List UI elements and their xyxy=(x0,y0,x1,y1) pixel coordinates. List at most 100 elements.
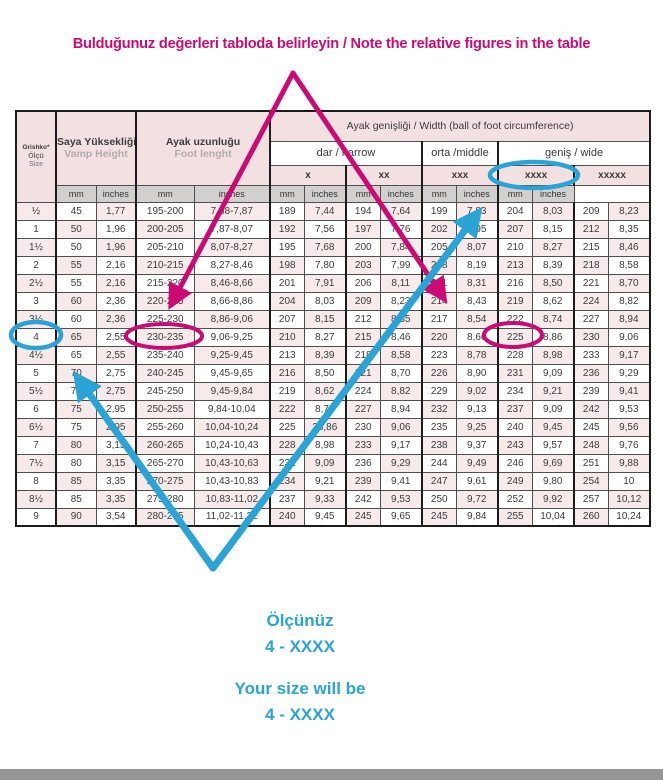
value-cell: 9,02 xyxy=(455,381,499,401)
value-cell: 7,95 xyxy=(455,219,499,239)
value-cell: 210-215 xyxy=(135,255,195,275)
brand-label: Grishko* xyxy=(22,144,50,151)
value-cell: 9,61 xyxy=(455,471,499,491)
value-cell: 11,02-11,22 xyxy=(193,507,271,527)
header-row-units: mm inches mm inches mm inches mm inches … xyxy=(16,184,650,203)
value-cell: 255-260 xyxy=(135,417,195,437)
value-cell: 9,17 xyxy=(379,435,423,455)
value-cell: 228 xyxy=(269,435,305,455)
table-row: 8½ 85 3,35 275-280 10,83-11,02 237 9,33 242 9,53… xyxy=(15,489,651,509)
value-cell: 10,12 xyxy=(607,489,651,509)
value-cell: 252 xyxy=(497,489,533,509)
value-cell: 1,77 xyxy=(95,201,137,221)
table-row: 8 85 3,35 270-275 10,43-10,83 234 9,21 239 9,41 2… xyxy=(15,471,651,491)
value-cell: 8,39 xyxy=(303,345,347,365)
value-cell: 235-240 xyxy=(135,345,195,365)
value-cell: 209 xyxy=(573,201,609,221)
unit-inches: inches xyxy=(455,184,499,203)
value-cell: 224 xyxy=(573,291,609,311)
bottom-gray-bar xyxy=(0,769,663,780)
group-wide: geniş / wide xyxy=(497,140,651,166)
width-header: Ayak genişliği / Width (ball of foot cir… xyxy=(269,110,651,142)
value-cell: 8,86 xyxy=(531,327,575,347)
result-label-en: Your size will be xyxy=(234,679,366,698)
unit-mm: mm xyxy=(345,184,381,203)
value-cell: 250 xyxy=(421,489,457,509)
value-cell: 206 xyxy=(345,273,381,293)
value-cell: 270-275 xyxy=(135,471,195,491)
value-cell: 223 xyxy=(421,345,457,365)
value-cell: 8,07-8,27 xyxy=(193,237,271,257)
value-cell: 237 xyxy=(269,489,305,509)
value-cell: 225 xyxy=(497,327,533,347)
value-cell: 280-285 xyxy=(135,507,195,527)
value-cell: 211 xyxy=(421,273,457,293)
fit-xxx: xxx xyxy=(421,164,499,186)
value-cell: 192 xyxy=(269,219,305,239)
value-cell: 240 xyxy=(269,507,305,527)
value-cell: 226 xyxy=(421,363,457,383)
value-cell: 220 xyxy=(421,327,457,347)
value-cell: 221 xyxy=(345,363,381,383)
value-cell: 50 xyxy=(55,237,97,257)
value-cell: 8,03 xyxy=(303,291,347,311)
value-cell: 9,33 xyxy=(303,489,347,509)
value-cell: 55 xyxy=(55,273,97,293)
value-cell: 8,66 xyxy=(455,327,499,347)
value-cell: 220-225 xyxy=(135,291,195,311)
value-cell: 9,45 xyxy=(303,507,347,527)
value-cell: 240 xyxy=(497,417,533,437)
value-cell: 225 xyxy=(269,417,305,437)
vamp-height-header: Saya Yüksekliği Vamp Height xyxy=(54,110,137,186)
value-cell: 260-265 xyxy=(135,435,195,455)
value-cell: 3,15 xyxy=(95,435,137,455)
value-cell: 228 xyxy=(497,345,533,365)
value-cell: 230 xyxy=(573,327,609,347)
value-cell: 197 xyxy=(345,219,381,239)
unit-mm: mm xyxy=(55,184,97,203)
value-cell: 215 xyxy=(345,327,381,347)
table-row: 6½ 75 2,95 255-260 10,04-10,24 225 28,86 230 9,0… xyxy=(15,417,651,437)
table-row: 7 80 3,15 260-265 10,24-10,43 228 8,98 233 9,17 2… xyxy=(15,435,651,455)
result-footer: Ölçünüz 4 - XXXX Your size will be 4 - X… xyxy=(0,608,600,728)
table-row: 2½ 55 2,16 215-220 8,46-8,66 201 7,91 206 8,11 21… xyxy=(15,273,651,293)
value-cell: 217 xyxy=(421,309,457,329)
value-cell: 240-245 xyxy=(135,363,195,383)
table-row: 5 70 2,75 240-245 9,45-9,65 216 8,50 221 8,70 226… xyxy=(15,363,651,383)
value-cell: 251 xyxy=(573,453,609,473)
value-cell: 219 xyxy=(497,291,533,311)
table-row: 9 90 3,54 280-285 11,02-11,22 240 9,45 245 9,65 2… xyxy=(15,507,651,527)
value-cell: 85 xyxy=(55,471,97,491)
value-cell: 9,53 xyxy=(607,399,651,419)
size-table-wrap: Grishko* Ölçü Size Saya Yüksekliği Vamp … xyxy=(15,110,652,527)
value-cell: 9,84 xyxy=(455,507,499,527)
value-cell: 246 xyxy=(497,453,533,473)
table-row: ½ 45 1,77 195-200 7,68-7,87 189 7,44 194 7,64 199… xyxy=(15,201,651,221)
value-cell: 213 xyxy=(269,345,305,365)
value-cell: 239 xyxy=(573,381,609,401)
value-cell: 236 xyxy=(573,363,609,383)
value-cell: 239 xyxy=(345,471,381,491)
value-cell: 222 xyxy=(269,399,305,419)
value-cell: 275-280 xyxy=(135,489,195,509)
value-cell: 234 xyxy=(269,471,305,491)
foot-length-tr: Ayak uzunluğu xyxy=(165,136,241,149)
value-cell: 9,49 xyxy=(455,453,499,473)
table-row: 4 65 2,55 230-235 9,06-9,25 210 8,27 215 8,46 220… xyxy=(15,327,651,347)
result-value-en: 4 - XXXX xyxy=(265,705,335,724)
value-cell: 205-210 xyxy=(135,237,195,257)
value-cell: 8,35 xyxy=(607,219,651,239)
value-cell: 7,99 xyxy=(379,255,423,275)
value-cell: 8,46-8,66 xyxy=(193,273,271,293)
value-cell: 8,86-9,06 xyxy=(193,309,271,329)
value-cell: 7,56 xyxy=(303,219,347,239)
value-cell: 7,76 xyxy=(379,219,423,239)
value-cell: 257 xyxy=(573,489,609,509)
value-cell: 195 xyxy=(269,237,305,257)
value-cell: 9,41 xyxy=(379,471,423,491)
value-cell: 238 xyxy=(421,435,457,455)
value-cell: 202 xyxy=(421,219,457,239)
result-value-tr: 4 - XXXX xyxy=(265,637,335,656)
value-cell: 8,74 xyxy=(303,399,347,419)
value-cell: 8,31 xyxy=(455,273,499,293)
